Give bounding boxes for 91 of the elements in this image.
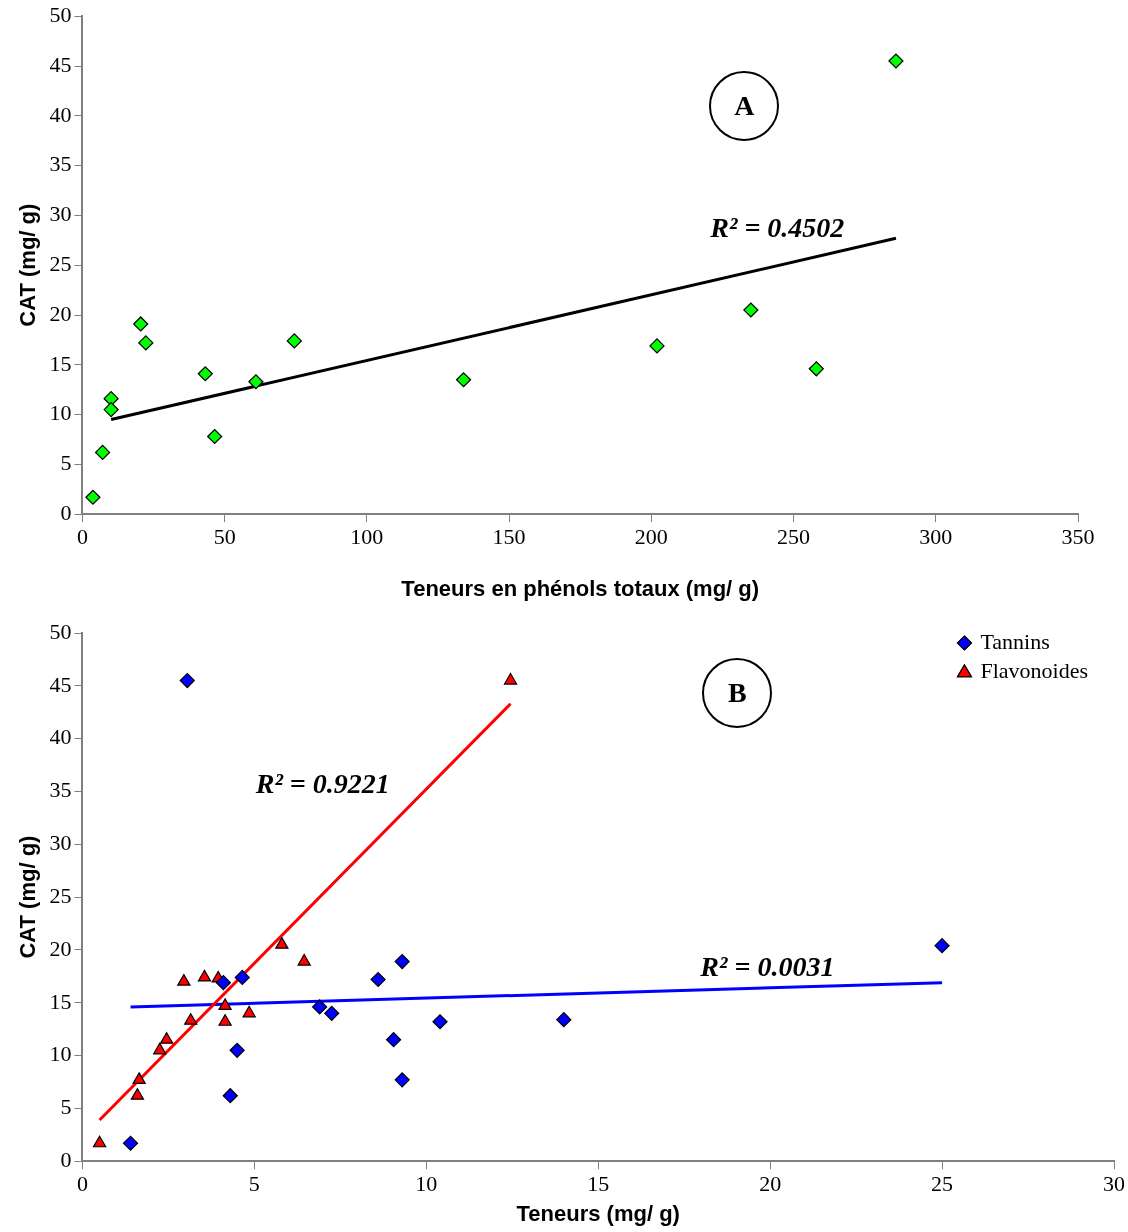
x-tick-label: 10 [415,1171,438,1197]
y-tick-label: 30 [49,201,72,227]
annotation: R² = 0.0031 [699,951,835,983]
legend-label: Flavonoides [980,657,1089,683]
point [234,969,250,985]
point [222,1088,238,1104]
x-tick-label: 200 [634,524,668,550]
point [432,1014,448,1030]
point [324,1005,340,1021]
point [297,953,311,966]
y-tick-label: 45 [49,671,72,697]
point [248,374,264,390]
point [808,361,824,377]
point [394,1072,410,1088]
point [229,1042,245,1058]
annotation: R² = 0.4502 [709,211,845,243]
x-tick-label: 50 [213,524,236,550]
x-tick-label: 350 [1061,524,1095,550]
y-tick-label: 0 [60,1146,72,1172]
point [386,1032,402,1048]
y-tick-label: 0 [60,499,72,525]
x-tick-label: 5 [248,1171,260,1197]
point [132,1072,146,1084]
point [370,971,386,988]
point [207,428,223,445]
point [218,1014,232,1026]
legend-label: Tannins [980,628,1050,654]
y-tick-label: 30 [49,830,72,856]
point [197,969,212,982]
y-tick-label: 45 [49,51,72,77]
y-tick-label: 35 [49,777,72,803]
point [138,335,154,351]
y-tick-label: 25 [49,250,72,276]
x-tick-label: 30 [1103,1171,1125,1197]
point [743,302,759,318]
y-tick-label: 15 [49,988,72,1014]
point [92,1135,107,1148]
point [503,672,518,685]
point [934,938,950,954]
y-tick-label: 20 [49,300,72,326]
point [159,1032,174,1044]
y-tick-label: 10 [49,1041,72,1067]
y-tick-label: 5 [60,450,72,476]
point [455,372,472,388]
point [275,937,289,949]
point [215,975,231,991]
y-tick-label: 10 [49,400,72,426]
point [177,974,191,986]
point [184,1013,198,1025]
y-tick-label: 25 [49,882,72,908]
point [218,998,232,1011]
x-tick-label: 15 [587,1171,610,1197]
x-tick-label: 150 [492,524,526,550]
circle-outline: A [709,70,780,141]
point [103,402,119,418]
point [649,338,665,354]
point [122,1135,139,1151]
point [286,333,302,349]
point [242,1005,256,1018]
point [179,672,195,689]
circle-outline: B [702,658,773,729]
x-tick-label: 20 [759,1171,782,1197]
point [153,1042,167,1055]
point [556,1012,572,1028]
point [130,1088,145,1100]
x-axis-title: Teneurs en phénols totaux (mg/ g) [401,575,760,601]
x-tick-label: 0 [76,1171,88,1197]
y-tick-label: 5 [60,1094,72,1120]
x-axis-title: Teneurs (mg/ g) [516,1200,680,1226]
y-tick-label: 40 [49,101,72,127]
x-tick-label: 25 [931,1171,954,1197]
x-tick-label: 300 [919,524,953,550]
point [394,953,410,970]
point [888,53,904,69]
y-axis-title: CAT (mg/ g) [15,203,41,327]
annotation: R² = 0.9221 [254,768,390,800]
point [312,999,328,1015]
y-tick-label: 35 [49,151,72,177]
x-tick-label: 0 [76,524,88,550]
y-axis-title: CAT (mg/ g) [15,835,41,959]
y-tick-label: 50 [49,1,72,27]
point [133,316,149,332]
y-tick-label: 15 [49,350,72,376]
x-tick-label: 100 [350,524,384,550]
y-tick-label: 50 [49,618,72,644]
point [197,366,213,382]
point [85,489,101,505]
y-tick-label: 40 [49,724,72,750]
point [95,444,111,461]
x-tick-label: 250 [777,524,811,550]
y-tick-label: 20 [49,935,72,961]
